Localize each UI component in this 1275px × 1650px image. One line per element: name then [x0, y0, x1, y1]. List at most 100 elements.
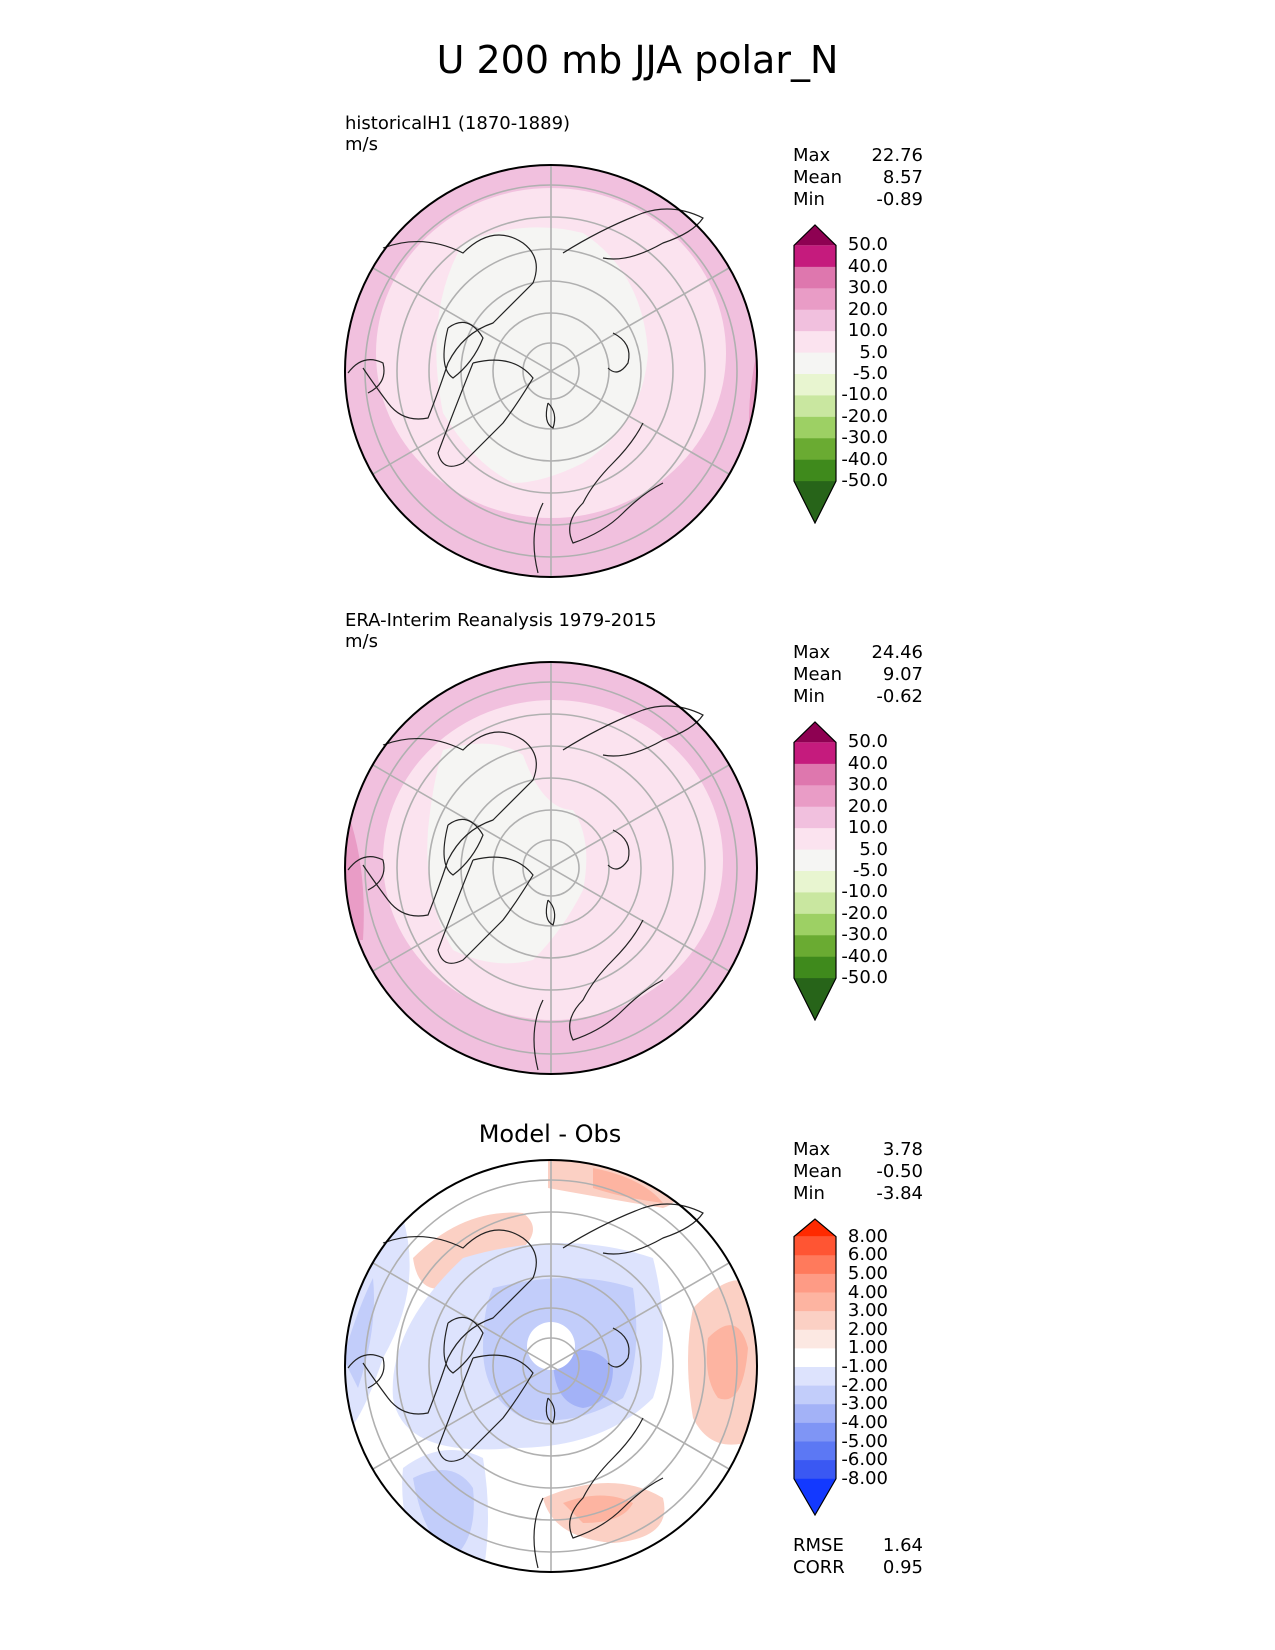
panel2-stat-mean: Mean 9.07: [793, 664, 923, 686]
panel1-stat-mean: Mean 8.57: [793, 167, 923, 189]
panel2-colorbar-tick: -20.0: [841, 902, 888, 924]
panel2-colorbar-tick: -50.0: [841, 967, 888, 989]
panel2-colorbar-segment: [794, 956, 836, 979]
panel2-colorbar-tick: -5.0: [852, 860, 888, 881]
panel3-colorbar-tick: -3.00: [841, 1393, 888, 1415]
panel3-rmse: RMSE 1.64: [793, 1535, 923, 1557]
panel1-colorbar-tick: 5.0: [859, 341, 888, 363]
panel1-polar-map: [344, 164, 758, 578]
panel1-colorbar-tick: -40.0: [841, 448, 888, 470]
panel1-colorbar-segment: [794, 331, 836, 354]
panel2-colorbar-segment: [794, 828, 836, 851]
panel3-colorbar-segment: [794, 1311, 836, 1331]
panel3-summary: RMSE 1.64 CORR 0.95: [793, 1535, 923, 1579]
panel2-colorbar-segment: [794, 785, 836, 808]
panel1-colorbar-segment: [794, 266, 836, 289]
panel3-colorbar-tick: 5.00: [847, 1262, 888, 1284]
panel3-colorbar-tick: -1.00: [841, 1356, 888, 1377]
panel1-colorbar-segment: [794, 352, 836, 375]
panel3-title: Model - Obs: [478, 1120, 622, 1148]
panel2-colorbar-segment: [794, 935, 836, 958]
panel1-colorbar-segment: [794, 245, 836, 268]
panel2-colorbar-tick: 20.0: [847, 795, 888, 817]
panel3-colorbar-outline: [793, 1218, 837, 1516]
panel2-colorbar-tick: 10.0: [847, 817, 888, 839]
panel2-stat-min-value: -0.62: [876, 686, 923, 707]
panel2-stats: Max 24.46 Mean 9.07 Min -0.62: [793, 642, 923, 708]
panel2-colorbar-tick: 40.0: [847, 752, 888, 774]
panel3-stat-min: Min -3.84: [793, 1183, 923, 1205]
panel1-stat-min-label: Min: [793, 189, 825, 210]
panel2-stat-min: Min -0.62: [793, 686, 923, 708]
panel3-colorbar-tick: 3.00: [847, 1300, 888, 1322]
panel2-stat-min-label: Min: [793, 686, 825, 707]
panel1-colorbar-lower-extend: [794, 481, 836, 523]
panel2-colorbar-segment: [794, 913, 836, 936]
panel2-colorbar-segment: [794, 849, 836, 872]
panel1-colorbar-tick: 30.0: [847, 277, 888, 299]
panel3-colorbar-segment: [794, 1460, 836, 1480]
figure-title: U 200 mb JJA polar_N: [436, 38, 839, 82]
panel3-corr: CORR 0.95: [793, 1557, 923, 1579]
panel3-stat-mean-label: Mean: [793, 1161, 843, 1182]
panel2-colorbar-segment: [794, 742, 836, 765]
panel2-colorbar-upper-extend: [794, 722, 836, 743]
panel3-stat-min-label: Min: [793, 1183, 825, 1204]
panel2-stat-max: Max 24.46: [793, 642, 923, 664]
panel3-colorbar-tick: -6.00: [841, 1449, 888, 1471]
panel3-colorbar-tick: -8.00: [841, 1467, 888, 1489]
panel3-colorbar: [793, 1218, 837, 1516]
panel2-colorbar-segment: [794, 806, 836, 829]
panel1-stat-min: Min -0.89: [793, 189, 923, 211]
panel2-polar-map: [344, 661, 758, 1075]
panel3-colorbar-tick: -5.00: [841, 1430, 888, 1452]
panel3-colorbar-segment: [794, 1367, 836, 1387]
panel1-stat-max-value: 22.76: [871, 145, 923, 166]
panel2-colorbar-segment: [794, 871, 836, 893]
panel3-colorbar-tick: 2.00: [847, 1318, 888, 1340]
panel2-graticule: [364, 662, 738, 1074]
panel3-colorbar-tick: -4.00: [841, 1411, 888, 1433]
panel3-stat-max-value: 3.78: [882, 1139, 923, 1160]
panel3-colorbar-segment: [794, 1404, 836, 1424]
panel3-stat-max: Max 3.78: [793, 1139, 923, 1161]
panel2-colorbar-segment: [794, 763, 836, 786]
panel1-colorbar-segment: [794, 395, 836, 418]
panel1-title: historicalH1 (1870-1889): [345, 113, 571, 134]
panel2-colorbar-tick: -30.0: [841, 924, 888, 946]
panel3-colorbar-tick: 6.00: [847, 1244, 888, 1266]
panel3-colorbar-tick: 1.00: [847, 1337, 888, 1359]
panel3-colorbar-segment: [794, 1441, 836, 1461]
panel3-colorbar-upper-extend: [794, 1219, 836, 1237]
panel1-colorbar-segment: [794, 309, 836, 332]
panel1-stat-max-label: Max: [793, 145, 831, 166]
panel3-colorbar-segment: [794, 1422, 836, 1442]
panel1-colorbar-segment: [794, 288, 836, 311]
panel1-colorbar-upper-extend: [794, 225, 836, 246]
panel1-colorbar-segment: [794, 374, 836, 396]
panel2-title: ERA-Interim Reanalysis 1979-2015: [345, 610, 657, 631]
panel3-rmse-label: RMSE: [793, 1535, 844, 1556]
panel1-units: m/s: [345, 134, 378, 155]
panel2-stat-max-label: Max: [793, 642, 831, 663]
panel2-colorbar-tick: 50.0: [847, 731, 888, 753]
panel1-colorbar-tick: -5.0: [852, 363, 888, 384]
panel1-colorbar-tick: 50.0: [847, 234, 888, 256]
panel1-coastlines: [347, 208, 704, 574]
panel1-colorbar-outline: [793, 224, 837, 524]
panel2-colorbar-tick: 5.0: [859, 838, 888, 860]
panel3-corr-label: CORR: [793, 1557, 845, 1578]
panel1-colorbar-tick: -30.0: [841, 427, 888, 449]
panel1-stat-min-value: -0.89: [876, 189, 923, 210]
panel1-graticule: [364, 165, 738, 577]
panel3-stat-min-value: -3.84: [876, 1183, 923, 1204]
panel3-coastlines: [347, 1203, 704, 1569]
panel2-coastlines: [347, 705, 704, 1071]
panel3-stat-mean: Mean -0.50: [793, 1161, 923, 1183]
panel2-units: m/s: [345, 631, 378, 652]
panel3-colorbar-tick: 8.00: [847, 1225, 888, 1247]
panel3-stats: Max 3.78 Mean -0.50 Min -3.84: [793, 1139, 923, 1205]
panel2-colorbar-tick: -40.0: [841, 945, 888, 967]
panel3-colorbar-segment: [794, 1385, 836, 1405]
panel1-stat-max: Max 22.76: [793, 145, 923, 167]
